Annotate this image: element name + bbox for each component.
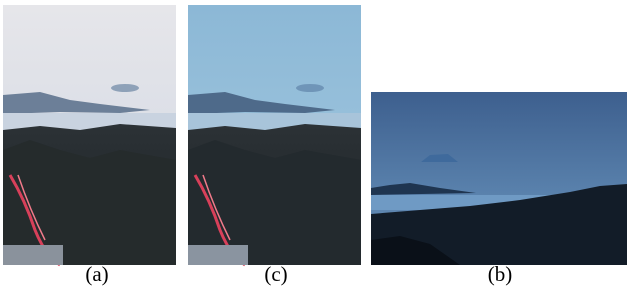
photo-a [3, 5, 176, 265]
page: (a) (c) (b) (() => { const data = JSON.p… [0, 0, 627, 293]
photo-b [371, 92, 627, 265]
panel-label: (a) [85, 262, 108, 286]
photo-c [188, 5, 361, 265]
panel-label: (c) [264, 262, 287, 286]
panel-label: (b) [488, 262, 513, 286]
figure: (a) (c) (b) [0, 0, 627, 293]
